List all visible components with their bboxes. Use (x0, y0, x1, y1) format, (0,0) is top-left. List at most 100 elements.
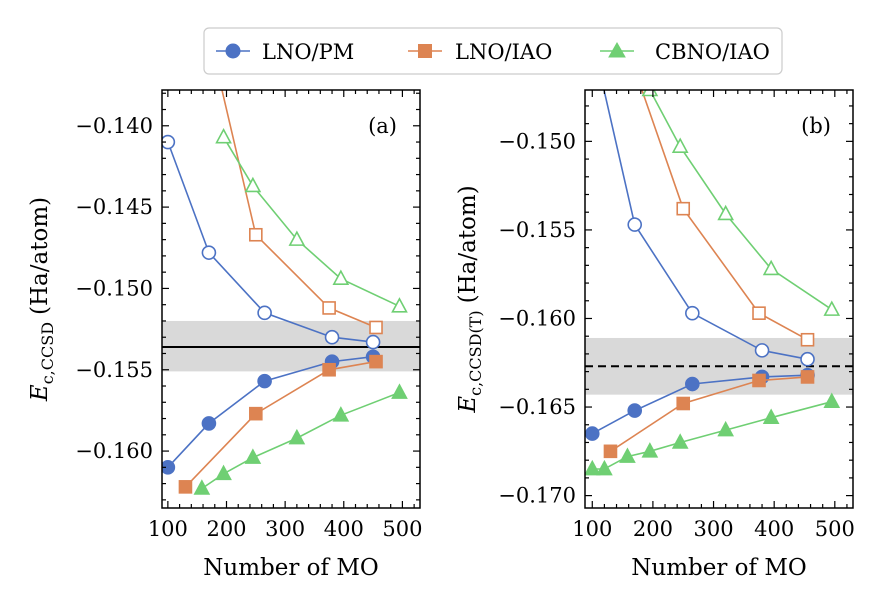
data-point-lno-pm-filled-a (201, 416, 217, 431)
panel-b: 100 200 300 400 500 −0.150 −0.155 −0.160 −0.165 −… (455, 0, 855, 581)
data-point-lno-iao-open-b (752, 306, 766, 320)
x-axis-label-b: Number of MO (631, 555, 806, 581)
y-axis-label-a-unit: (Ha/atom) (27, 197, 53, 315)
x-tick-label-a: 300 (265, 517, 305, 541)
data-point-cbno-iao-filled-a (288, 428, 306, 445)
data-point-lno-pm-filled-a (257, 373, 272, 389)
plot-area-b (585, 0, 853, 476)
data-point-lno-iao-filled-a (178, 480, 193, 494)
y-tick-label-a: −0.145 (75, 195, 153, 219)
axes-frame-b (584, 89, 854, 509)
series-line-lno-iao-open-b (641, 90, 808, 341)
data-point-cbno-iao-filled-b (596, 459, 613, 476)
data-point-cbno-iao-filled-b (619, 447, 636, 463)
y-tick-label-b: −0.155 (498, 218, 576, 242)
data-point-lno-pm-filled-b (585, 426, 600, 441)
data-point-cbno-iao-filled-a (391, 383, 408, 399)
legend-label-cbno-iao: CBNO/IAO (655, 40, 770, 64)
data-point-lno-iao-filled-a (322, 362, 336, 377)
data-point-lno-iao-open-a (369, 320, 383, 335)
data-point-cbno-iao-open-a (244, 176, 262, 193)
y-tick-label-b: −0.160 (498, 306, 576, 330)
y-tick-label-a: −0.150 (75, 276, 153, 300)
data-point-cbno-iao-filled-a (215, 464, 232, 481)
data-point-cbno-iao-filled-b (823, 392, 841, 409)
data-point-lno-pm-open-b (754, 343, 770, 358)
y-tick-label-b: −0.170 (498, 484, 576, 508)
data-point-lno-iao-filled-a (249, 406, 263, 421)
legend-marker-lno-pm (225, 43, 241, 59)
x-tick-label-b: 500 (815, 517, 855, 541)
data-point-lno-pm-open-a (162, 134, 176, 150)
series-line-lno-iao-open-a (221, 90, 377, 329)
data-point-cbno-iao-open-a (391, 297, 408, 313)
legend-marker-lno-iao (418, 44, 432, 58)
data-point-cbno-iao-filled-b (585, 459, 601, 476)
data-point-cbno-iao-filled-a (193, 479, 211, 495)
plot-area-a (162, 90, 420, 495)
data-point-cbno-iao-open-a (215, 127, 232, 144)
ticks-a: 100 200 300 400 500 −0.140 −0.145 −0.150 −0.155 −… (75, 90, 422, 541)
data-point-cbno-iao-filled-b (717, 420, 735, 437)
y-tick-label-a: −0.160 (75, 439, 153, 463)
y-tick-label-b: −0.150 (498, 129, 576, 153)
legend-frame (203, 27, 783, 75)
legend-entry-lno-pm: LNO/PM (216, 40, 354, 64)
data-point-lno-pm-filled-b (685, 376, 700, 392)
legend: LNO/PM LNO/IAO CBNO/IAO (203, 27, 783, 75)
data-point-cbno-iao-open-b (823, 300, 841, 316)
data-point-lno-iao-open-b (676, 201, 691, 216)
legend-marker-cbno-iao (608, 41, 626, 58)
x-tick-label-a: 100 (148, 517, 188, 541)
series-line-lno-pm-open-b (603, 90, 808, 360)
data-point-cbno-iao-filled-b (762, 408, 780, 424)
x-tick-label-b: 200 (633, 517, 673, 541)
series-line-cbno-iao-filled-b (592, 400, 833, 470)
legend-label-lno-pm: LNO/PM (262, 40, 354, 64)
data-point-cbno-iao-filled-a (244, 448, 262, 464)
data-point-lno-pm-open-a (324, 329, 340, 345)
x-tick-label-b: 100 (572, 517, 612, 541)
series-line-cbno-iao-open-a (222, 136, 400, 308)
y-tick-label-a: −0.140 (75, 114, 153, 138)
data-point-cbno-iao-open-b (762, 259, 780, 276)
legend-entry-cbno-iao: CBNO/IAO (600, 40, 770, 64)
y-tick-label-b: −0.165 (498, 395, 576, 419)
data-point-lno-iao-filled-b (603, 444, 618, 459)
data-point-lno-pm-open-b (627, 217, 643, 232)
y-axis-label-b-main: E (455, 396, 481, 414)
y-axis-label-a: Ec,CCSD (Ha/atom) (27, 197, 57, 402)
y-axis-label-b: Ec,CCSD(T) (Ha/atom) (455, 185, 485, 413)
data-point-lno-pm-open-a (257, 305, 272, 321)
data-point-cbno-iao-filled-b (671, 433, 689, 449)
data-point-cbno-iao-open-b (671, 137, 689, 153)
ticks-b: 100 200 300 400 500 −0.150 −0.155 −0.160 −0.165 −… (498, 90, 855, 541)
x-axis-label-a: Number of MO (203, 555, 378, 581)
panel-label-a: (a) (368, 114, 397, 138)
data-point-lno-iao-open-b (800, 332, 815, 347)
x-tick-label-a: 200 (206, 517, 246, 541)
legend-label-lno-iao: LNO/IAO (455, 40, 552, 64)
legend-entry-lno-iao: LNO/IAO (408, 40, 552, 64)
data-point-cbno-iao-filled-b (641, 442, 659, 458)
panel-label-b: (b) (801, 114, 831, 138)
data-point-lno-pm-filled-a (162, 460, 176, 475)
data-point-lno-pm-filled-b (627, 403, 643, 418)
y-axis-label-b-sub: c,CCSD(T) (466, 310, 485, 395)
series-line-lno-iao-filled-b (610, 376, 808, 452)
data-point-cbno-iao-open-b (641, 90, 659, 97)
data-point-cbno-iao-open-a (332, 269, 350, 285)
axes-frame-a (161, 89, 421, 509)
data-point-lno-iao-open-b (604, 0, 616, 6)
panel-a: 100 200 300 400 500 −0.140 −0.145 −0.150 −0.155 −… (27, 89, 422, 581)
y-axis-label-a-main: E (27, 384, 53, 402)
data-point-lno-iao-filled-b (800, 370, 815, 384)
data-point-lno-iao-filled-a (369, 354, 383, 369)
data-point-lno-pm-open-a (201, 245, 217, 260)
data-point-cbno-iao-filled-a (332, 406, 350, 422)
data-point-lno-pm-open-b (685, 305, 700, 321)
data-point-cbno-iao-open-a (288, 230, 306, 246)
data-point-cbno-iao-open-b (717, 204, 735, 221)
x-tick-label-a: 400 (324, 517, 364, 541)
